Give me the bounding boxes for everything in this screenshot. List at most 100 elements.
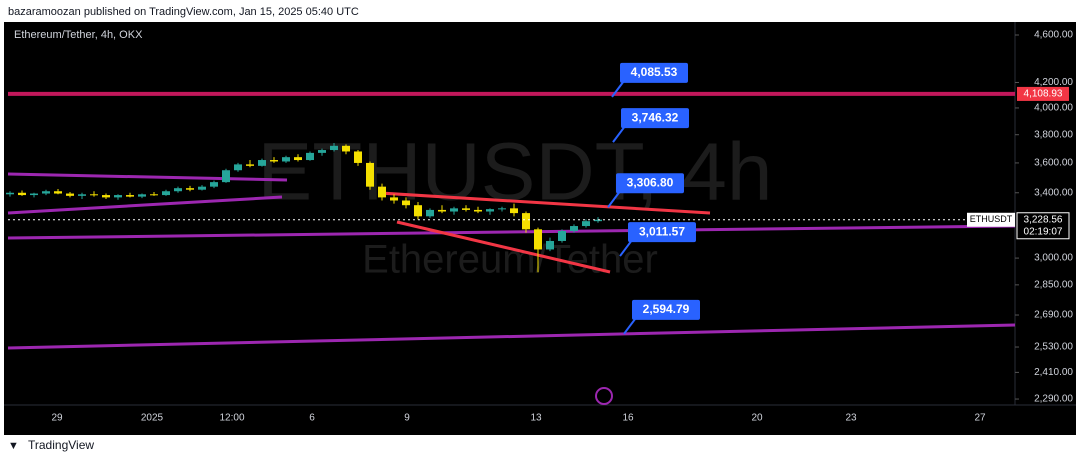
candle-body (78, 194, 86, 196)
candle-body (366, 162, 374, 187)
candle-body (150, 194, 158, 196)
watermark-name: Ethereum/Tether (362, 238, 658, 282)
candle-body (270, 160, 278, 162)
candle-body (426, 209, 434, 217)
candle-body (210, 182, 218, 187)
x-tick-label: 9 (404, 413, 410, 424)
candle-body (450, 208, 458, 212)
candle-body (582, 221, 590, 227)
symbol-box (967, 212, 1015, 227)
candle-body (138, 194, 146, 197)
trend-line (7, 195, 283, 215)
level-price-label: 4,108.93 (1024, 89, 1063, 100)
x-tick-label: 2025 (141, 413, 164, 424)
y-tick-label: 3,800.00 (1034, 129, 1073, 140)
candle-body (510, 208, 518, 214)
candle-body (318, 150, 326, 153)
callout-box (620, 62, 688, 83)
candle-body (342, 145, 350, 152)
trend-line (7, 224, 1016, 240)
y-tick-label: 4,600.00 (1034, 30, 1073, 41)
y-tick-label: 2,530.00 (1034, 342, 1073, 353)
candle-body (498, 208, 506, 210)
symbol-label: ETHUSDT (970, 214, 1013, 224)
candle-body (522, 213, 530, 230)
callout-box (628, 222, 696, 243)
y-tick-label: 2,410.00 (1034, 367, 1073, 378)
callout-pointer (611, 80, 625, 98)
callout-box (621, 108, 689, 129)
candle-body (234, 164, 242, 171)
candle-body (558, 230, 566, 241)
x-tick-label: 16 (622, 413, 634, 424)
callout-pointer (619, 239, 633, 257)
candle-body (174, 188, 182, 192)
callout-pointer (623, 317, 637, 335)
callout-pointer (607, 190, 621, 208)
x-tick-label: 20 (751, 413, 763, 424)
candle-body (222, 170, 230, 183)
candle-body (246, 164, 254, 166)
candle-body (378, 186, 386, 198)
candle-body (114, 195, 122, 198)
callout-box (616, 173, 684, 194)
callout-label: 3,011.57 (639, 224, 685, 238)
candle-body (594, 219, 602, 222)
callout-label: 3,746.32 (632, 110, 679, 124)
replay-icon[interactable] (595, 387, 613, 405)
publisher: bazaramoozan published on TradingView.co… (8, 6, 359, 18)
callout-box (632, 299, 700, 320)
candle-body (282, 157, 290, 162)
symbol-legend: Ethereum/Tether, 4h, OKX (14, 29, 143, 41)
x-tick-label: 12:00 (219, 413, 244, 424)
trend-line (396, 220, 611, 274)
candle-body (306, 152, 314, 161)
candle-body (162, 191, 170, 196)
brand: TradingView (28, 438, 94, 452)
trend-lines (7, 172, 1016, 350)
callout-label: 2,594.79 (643, 302, 690, 316)
x-tick-label: 23 (845, 413, 857, 424)
candle-body (354, 151, 362, 163)
candle-body (6, 192, 14, 195)
x-tick-label: 13 (530, 413, 542, 424)
level-price-box (1017, 86, 1069, 101)
candle-body (30, 193, 38, 196)
candle-body (294, 157, 302, 161)
candle-body (414, 205, 422, 217)
candle-body (198, 186, 206, 190)
x-tick-label: 29 (51, 413, 63, 424)
brand-logo: ▼ (8, 440, 19, 452)
candle-body (402, 200, 410, 206)
watermark-symbol: ETHUSDT, 4h (258, 127, 773, 218)
y-tick-label: 2,850.00 (1034, 280, 1073, 291)
candle-body (54, 191, 62, 194)
callout-label: 3,306.80 (627, 175, 674, 189)
candle-body (18, 192, 26, 196)
candle-body (330, 145, 338, 151)
candle-body (126, 195, 134, 197)
y-tick-label: 2,690.00 (1034, 310, 1073, 321)
candle-body (102, 195, 110, 198)
callout-label: 4,085.53 (631, 65, 678, 79)
x-tick-label: 6 (309, 413, 315, 424)
candle-body (390, 197, 398, 201)
candle-body (534, 229, 542, 250)
y-tick-label: 3,600.00 (1034, 158, 1073, 169)
candle-body (486, 209, 494, 212)
trend-line (7, 172, 288, 182)
candle-body (66, 193, 74, 196)
x-tick-label: 27 (974, 413, 986, 424)
y-tick-label: 3,400.00 (1034, 187, 1073, 198)
candle-body (42, 191, 50, 194)
candle-body (462, 208, 470, 210)
candle-body (258, 160, 266, 166)
y-tick-label: 3,000.00 (1034, 253, 1073, 264)
candle-body (474, 209, 482, 212)
y-tick-label: 4,000.00 (1034, 103, 1073, 114)
candle-body (90, 194, 98, 196)
last-price-label: 3,228.56 (1024, 214, 1063, 225)
countdown: 02:19:07 (1024, 226, 1063, 237)
